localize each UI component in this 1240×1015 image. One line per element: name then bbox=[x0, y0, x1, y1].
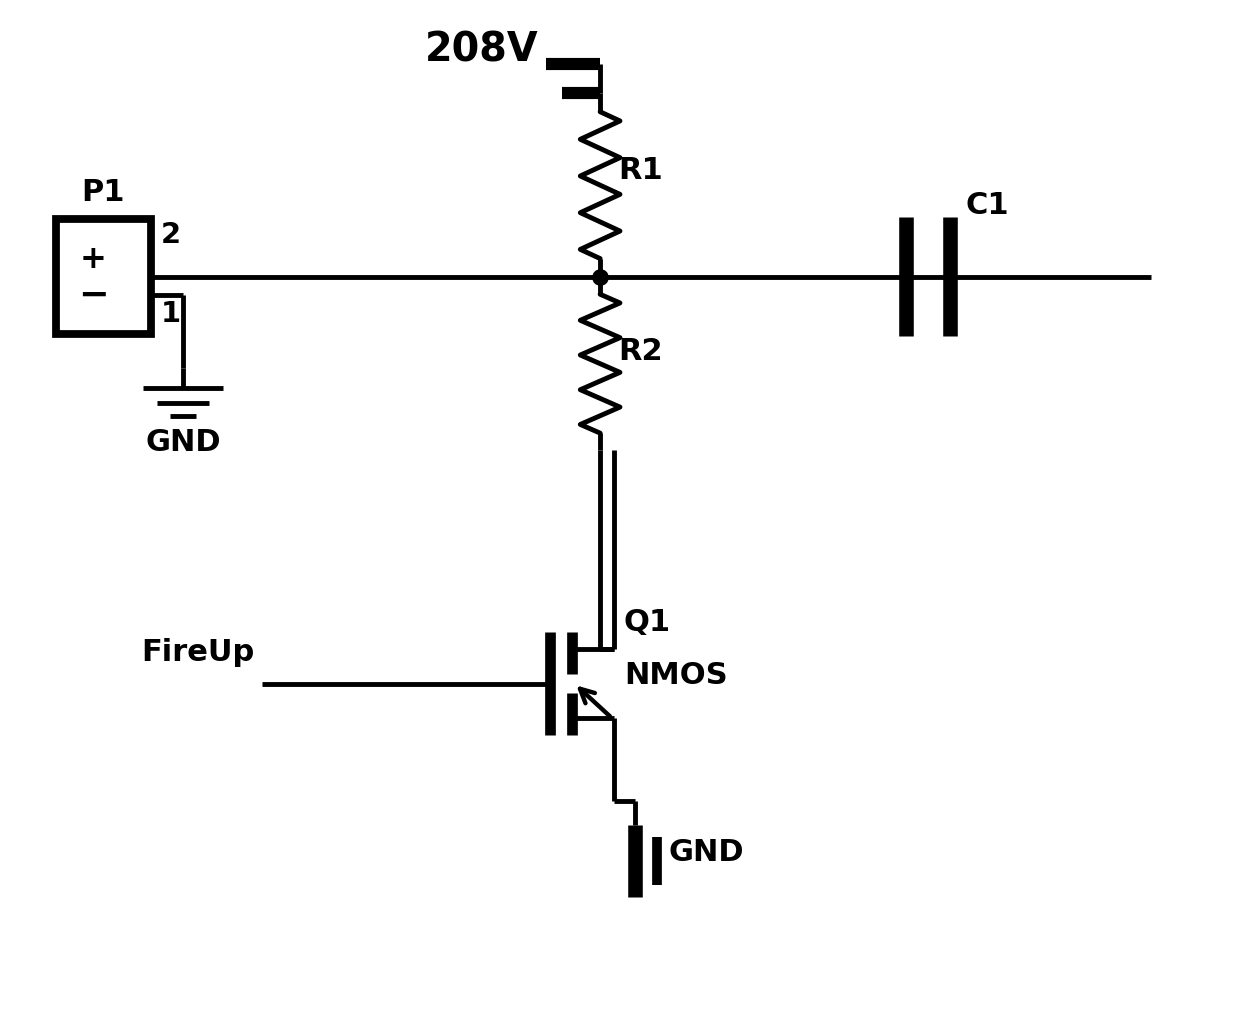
Text: GND: GND bbox=[145, 427, 221, 457]
Text: C1: C1 bbox=[966, 191, 1009, 220]
Text: +: + bbox=[81, 244, 107, 274]
Text: 208V: 208V bbox=[425, 30, 538, 71]
Text: R1: R1 bbox=[618, 155, 662, 185]
Text: Q1: Q1 bbox=[624, 608, 671, 636]
Text: R2: R2 bbox=[618, 337, 662, 366]
Bar bbox=[56, 219, 151, 334]
Text: NMOS: NMOS bbox=[624, 661, 728, 690]
Text: 2: 2 bbox=[161, 221, 181, 249]
Text: −: − bbox=[78, 276, 109, 314]
Text: 1: 1 bbox=[161, 299, 181, 328]
Text: FireUp: FireUp bbox=[141, 637, 254, 667]
Text: P1: P1 bbox=[82, 179, 125, 207]
Text: GND: GND bbox=[668, 837, 744, 867]
